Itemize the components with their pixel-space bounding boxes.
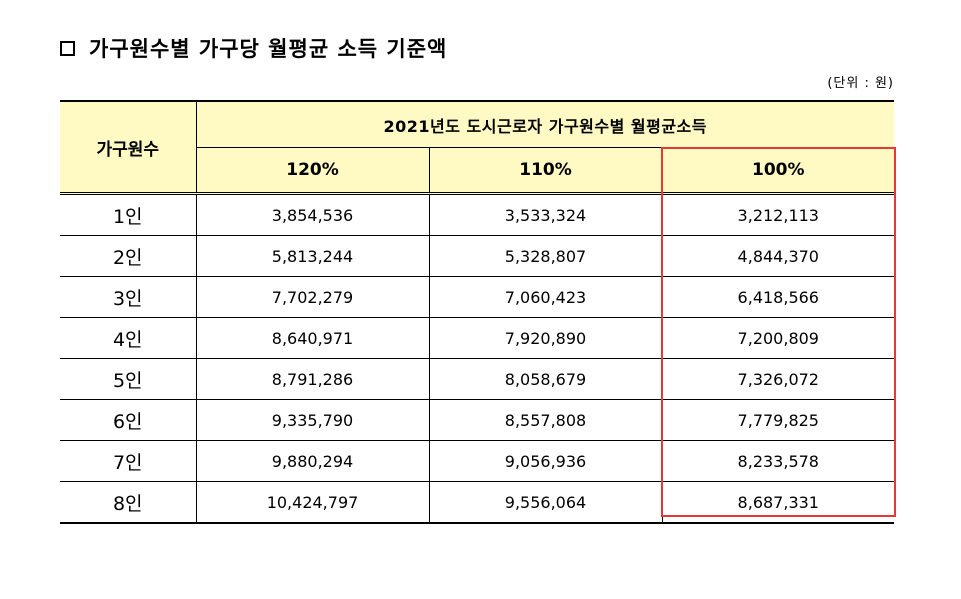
cell-100: 7,200,809 — [662, 317, 895, 359]
header-household-members: 가구원수 — [60, 101, 197, 195]
cell-110: 7,060,423 — [429, 276, 663, 318]
cell-100: 7,326,072 — [662, 358, 895, 400]
row-label: 2인 — [60, 235, 197, 277]
cell-120: 5,813,244 — [196, 235, 430, 277]
row-label: 7인 — [60, 440, 197, 482]
row-label: 5인 — [60, 358, 197, 400]
cell-100: 3,212,113 — [662, 193, 895, 236]
cell-100: 6,418,566 — [662, 276, 895, 318]
checkbox-square-icon — [60, 40, 75, 56]
cell-110: 7,920,890 — [429, 317, 663, 359]
header-col-100: 100% — [662, 147, 895, 195]
cell-120: 7,702,279 — [196, 276, 430, 318]
table-row: 6인 9,335,790 8,557,808 7,779,825 — [60, 399, 895, 441]
header-group-title: 2021년도 도시근로자 가구원수별 월평균소득 — [196, 101, 895, 148]
row-label: 8인 — [60, 481, 197, 523]
row-label: 3인 — [60, 276, 197, 318]
cell-100: 7,779,825 — [662, 399, 895, 441]
cell-120: 8,791,286 — [196, 358, 430, 400]
table-row: 2인 5,813,244 5,328,807 4,844,370 — [60, 235, 895, 277]
cell-100: 8,687,331 — [737, 492, 819, 512]
cell-100: 8,233,578 — [662, 440, 895, 482]
cell-120: 8,640,971 — [196, 317, 430, 359]
row-label: 1인 — [60, 193, 197, 236]
cell-110: 8,058,679 — [429, 358, 663, 400]
table-row: 4인 8,640,971 7,920,890 7,200,809 — [60, 317, 895, 359]
cell-110: 5,328,807 — [429, 235, 663, 277]
income-table: 가구원수 2021년도 도시근로자 가구원수별 월평균소득 120% 110% … — [60, 100, 895, 524]
page-title: 가구원수별 가구당 월평균 소득 기준액 — [60, 30, 447, 66]
cell-100: 4,844,370 — [662, 235, 895, 277]
page-title-text: 가구원수별 가구당 월평균 소득 기준액 — [89, 37, 448, 61]
cell-120: 9,335,790 — [196, 399, 430, 441]
cell-110: 3,533,324 — [429, 193, 663, 236]
table-row: 5인 8,791,286 8,058,679 7,326,072 — [60, 358, 895, 400]
header-col-110: 110% — [429, 147, 663, 195]
cell-120: 10,424,797 — [196, 481, 430, 523]
cell-120: 3,854,536 — [196, 193, 430, 236]
cell-120: 9,880,294 — [196, 440, 430, 482]
cell-110: 9,556,064 — [429, 481, 663, 523]
cell-110: 8,557,808 — [429, 399, 663, 441]
table-row: 3인 7,702,279 7,060,423 6,418,566 — [60, 276, 895, 318]
row-label: 6인 — [60, 399, 197, 441]
table-row: 8인 10,424,797 9,556,064 8,687,331 — [60, 481, 894, 523]
header-col-120: 120% — [196, 147, 430, 195]
cell-110: 9,056,936 — [429, 440, 663, 482]
table-row: 7인 9,880,294 9,056,936 8,233,578 — [60, 440, 895, 482]
table-row: 1인 3,854,536 3,533,324 3,212,113 — [60, 193, 895, 236]
row-label: 4인 — [60, 317, 197, 359]
unit-label: (단위 : 원) — [827, 76, 894, 91]
